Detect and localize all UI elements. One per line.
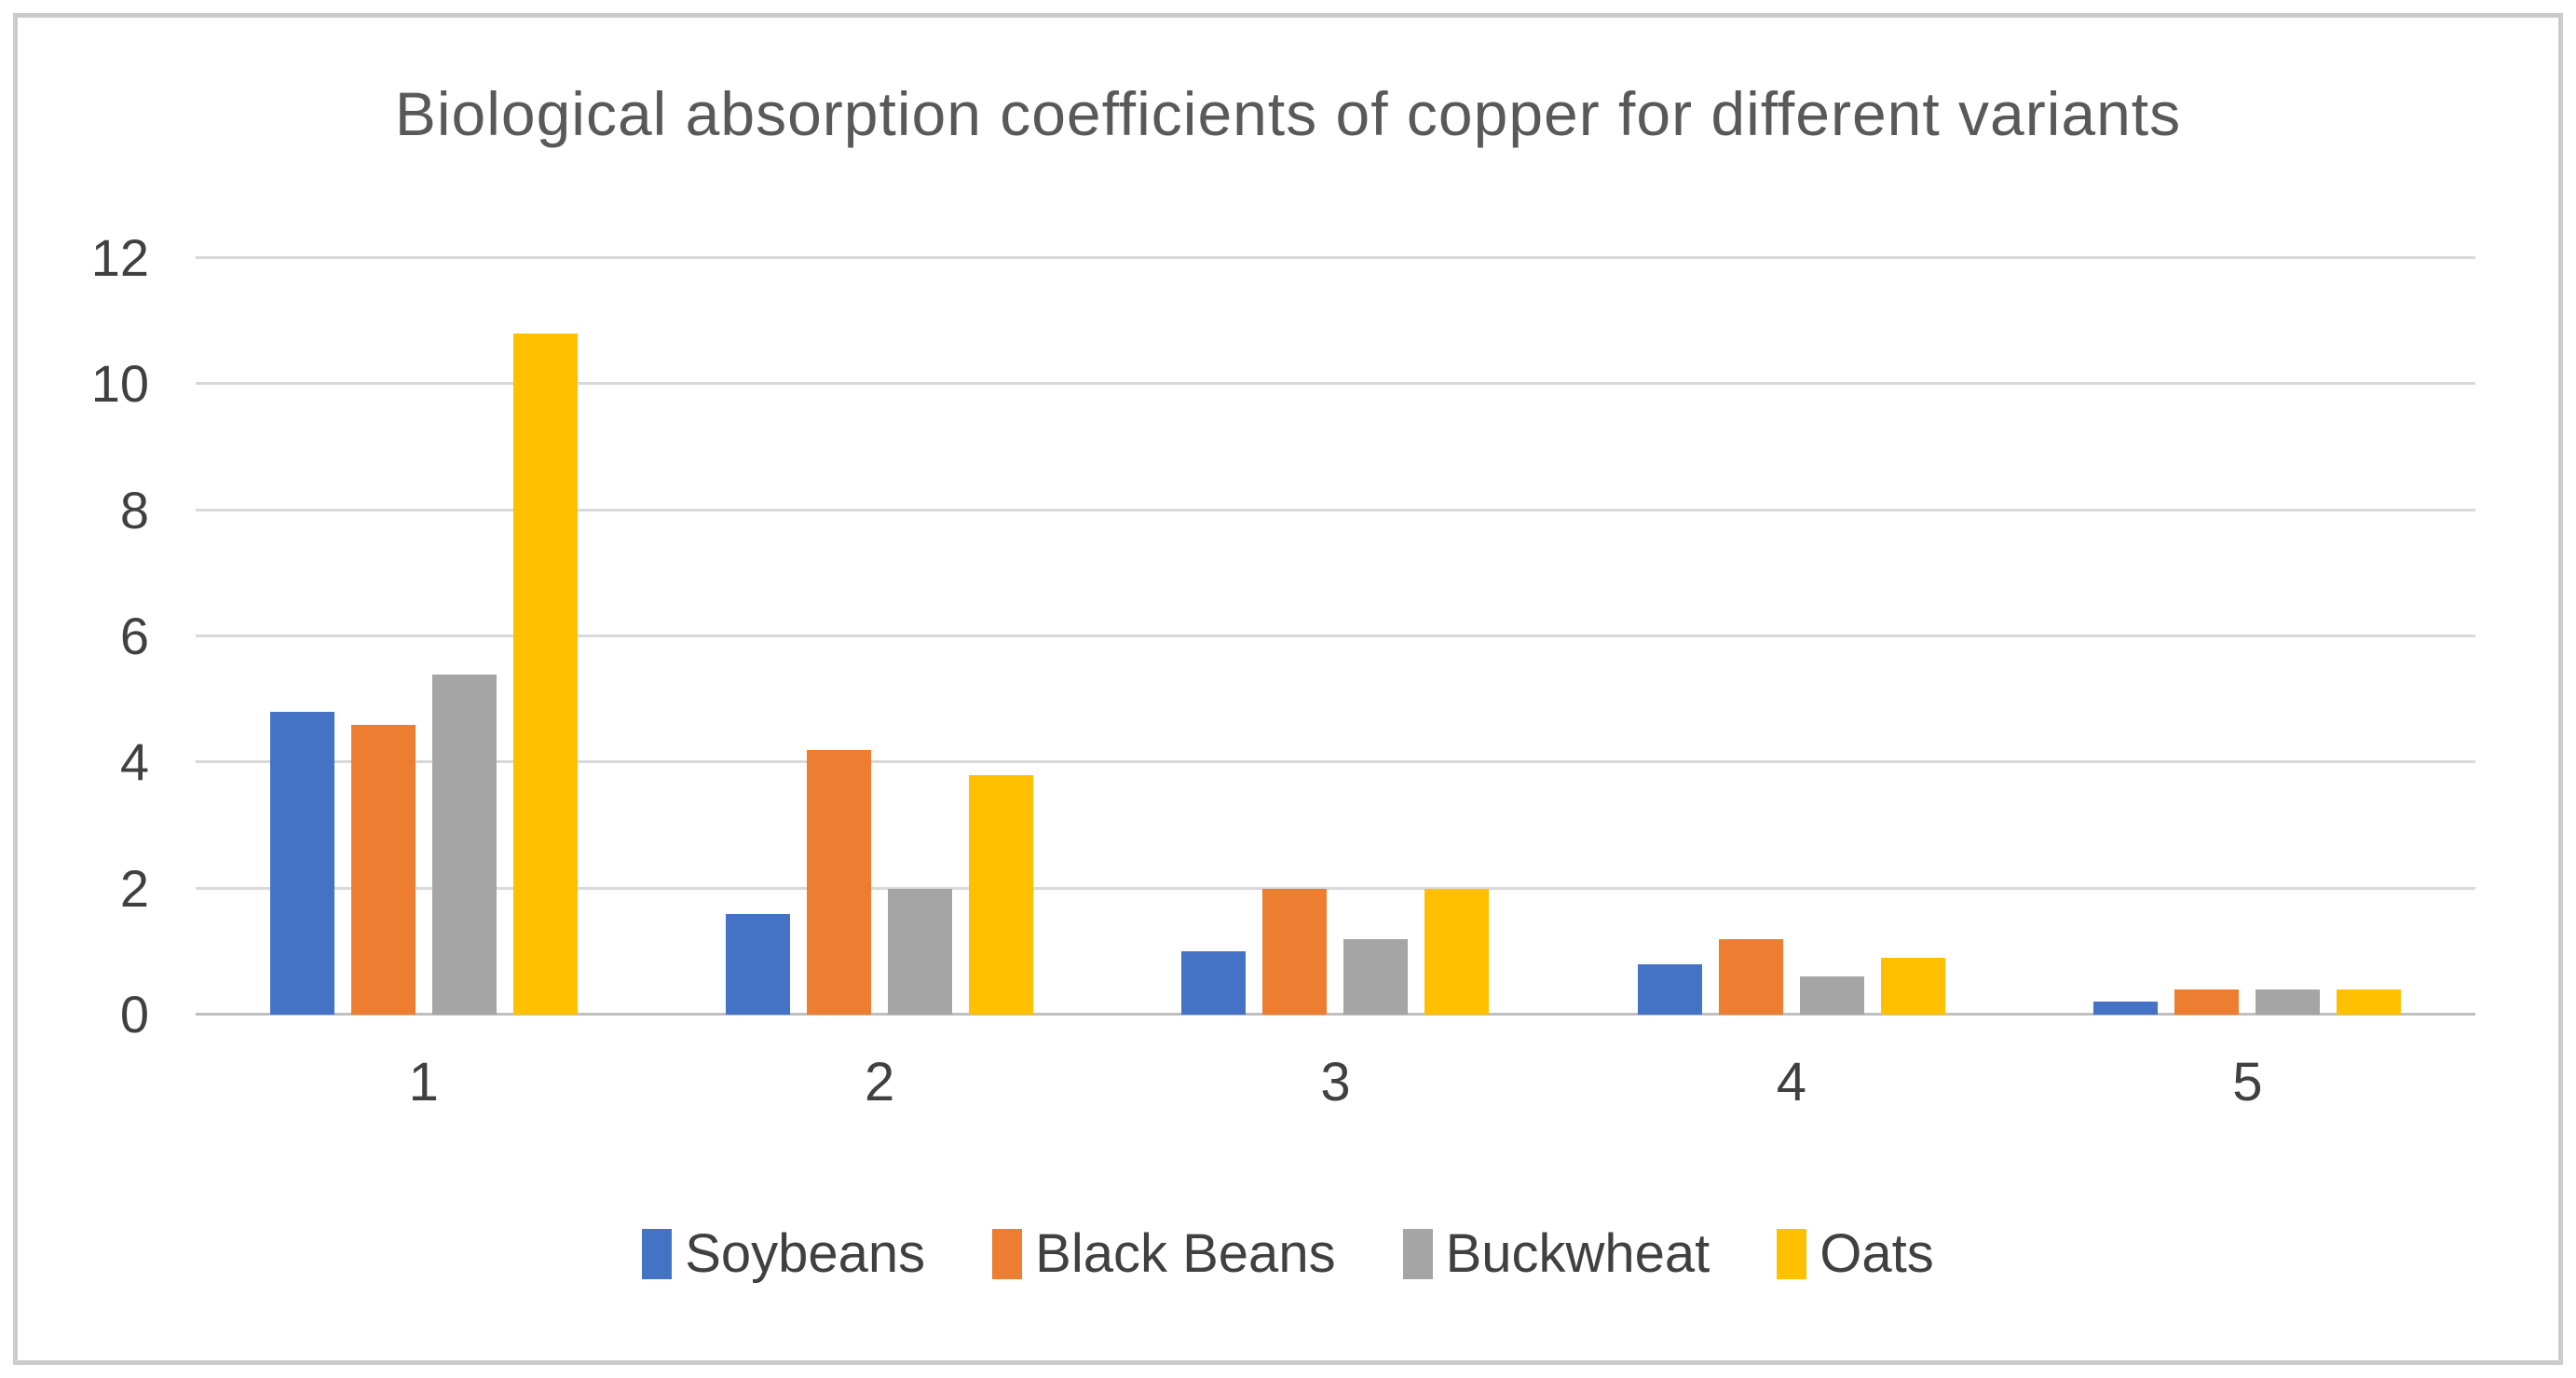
x-tick-label-2: 2 [864, 1052, 895, 1112]
y-tick-label-12: 12 [90, 228, 149, 287]
bar-oats-1 [512, 334, 578, 1015]
legend-swatch-soybeans [642, 1228, 673, 1279]
x-axis-tick-labels: 1 2 3 4 5 [196, 1051, 2475, 1113]
bar-oats-3 [1424, 888, 1490, 1015]
bar-buckwheat-5 [2256, 989, 2321, 1015]
bar-buckwheat-2 [888, 888, 953, 1015]
gridline-y-12 [196, 256, 2475, 259]
bar-black-beans-3 [1262, 888, 1328, 1015]
gridline-y-8 [196, 508, 2475, 512]
legend-item-soybeans: Soybeans [642, 1222, 925, 1285]
legend-label-black-beans: Black Beans [1035, 1223, 1336, 1284]
bar-black-beans-1 [350, 724, 416, 1015]
y-tick-label-2: 2 [119, 858, 149, 918]
legend-swatch-oats [1777, 1228, 1807, 1279]
legend-label-buckwheat: Buckwheat [1445, 1223, 1711, 1284]
legend-label-oats: Oats [1820, 1223, 1934, 1284]
gridline-y-6 [196, 634, 2475, 637]
chart-title: Biological absorption coefficients of co… [394, 79, 2182, 148]
legend-item-oats: Oats [1777, 1222, 1934, 1285]
legend-swatch-buckwheat [1402, 1228, 1433, 1279]
legend: Soybeans Black Beans Buckwheat Oats [0, 1222, 2576, 1285]
legend-item-buckwheat: Buckwheat [1402, 1222, 1711, 1285]
y-tick-label-4: 4 [119, 732, 149, 792]
bar-soybeans-1 [269, 712, 334, 1015]
y-tick-label-8: 8 [119, 480, 149, 539]
x-tick-label-5: 5 [2232, 1052, 2263, 1112]
bar-group-3 [1108, 258, 1563, 1015]
legend-swatch-black-beans [992, 1228, 1023, 1279]
bar-buckwheat-1 [431, 674, 497, 1015]
bar-soybeans-5 [2093, 1002, 2159, 1015]
x-axis-line [196, 1013, 2475, 1016]
bar-soybeans-3 [1181, 951, 1247, 1015]
x-tick-label-1: 1 [408, 1052, 439, 1112]
bar-group-4 [1563, 258, 2019, 1015]
bar-soybeans-2 [726, 913, 791, 1015]
bar-oats-2 [969, 774, 1034, 1015]
y-tick-label-6: 6 [119, 607, 149, 665]
y-tick-label-0: 0 [119, 985, 149, 1044]
bar-group-2 [651, 258, 1107, 1015]
bar-black-beans-5 [2174, 989, 2240, 1015]
x-tick-label-3: 3 [1320, 1052, 1351, 1112]
bar-group-5 [2020, 258, 2475, 1015]
x-tick-label-4: 4 [1776, 1052, 1807, 1112]
bar-group-1 [196, 258, 651, 1015]
gridline-y-2 [196, 886, 2475, 890]
bar-oats-4 [1880, 958, 1945, 1015]
plot-area [196, 256, 2475, 1016]
bar-soybeans-4 [1637, 963, 1702, 1015]
legend-label-soybeans: Soybeans [685, 1223, 926, 1284]
bar-buckwheat-4 [1799, 976, 1864, 1015]
legend-item-black-beans: Black Beans [992, 1222, 1336, 1285]
y-axis-tick-labels: 0 2 4 6 8 10 12 [0, 232, 149, 1041]
gridline-y-4 [196, 760, 2475, 764]
y-tick-label-10: 10 [90, 354, 149, 414]
bar-black-beans-4 [1718, 938, 1783, 1015]
bar-buckwheat-3 [1343, 938, 1409, 1015]
bar-black-beans-2 [807, 749, 872, 1015]
gridline-y-10 [196, 382, 2475, 386]
bar-oats-5 [2337, 989, 2402, 1015]
